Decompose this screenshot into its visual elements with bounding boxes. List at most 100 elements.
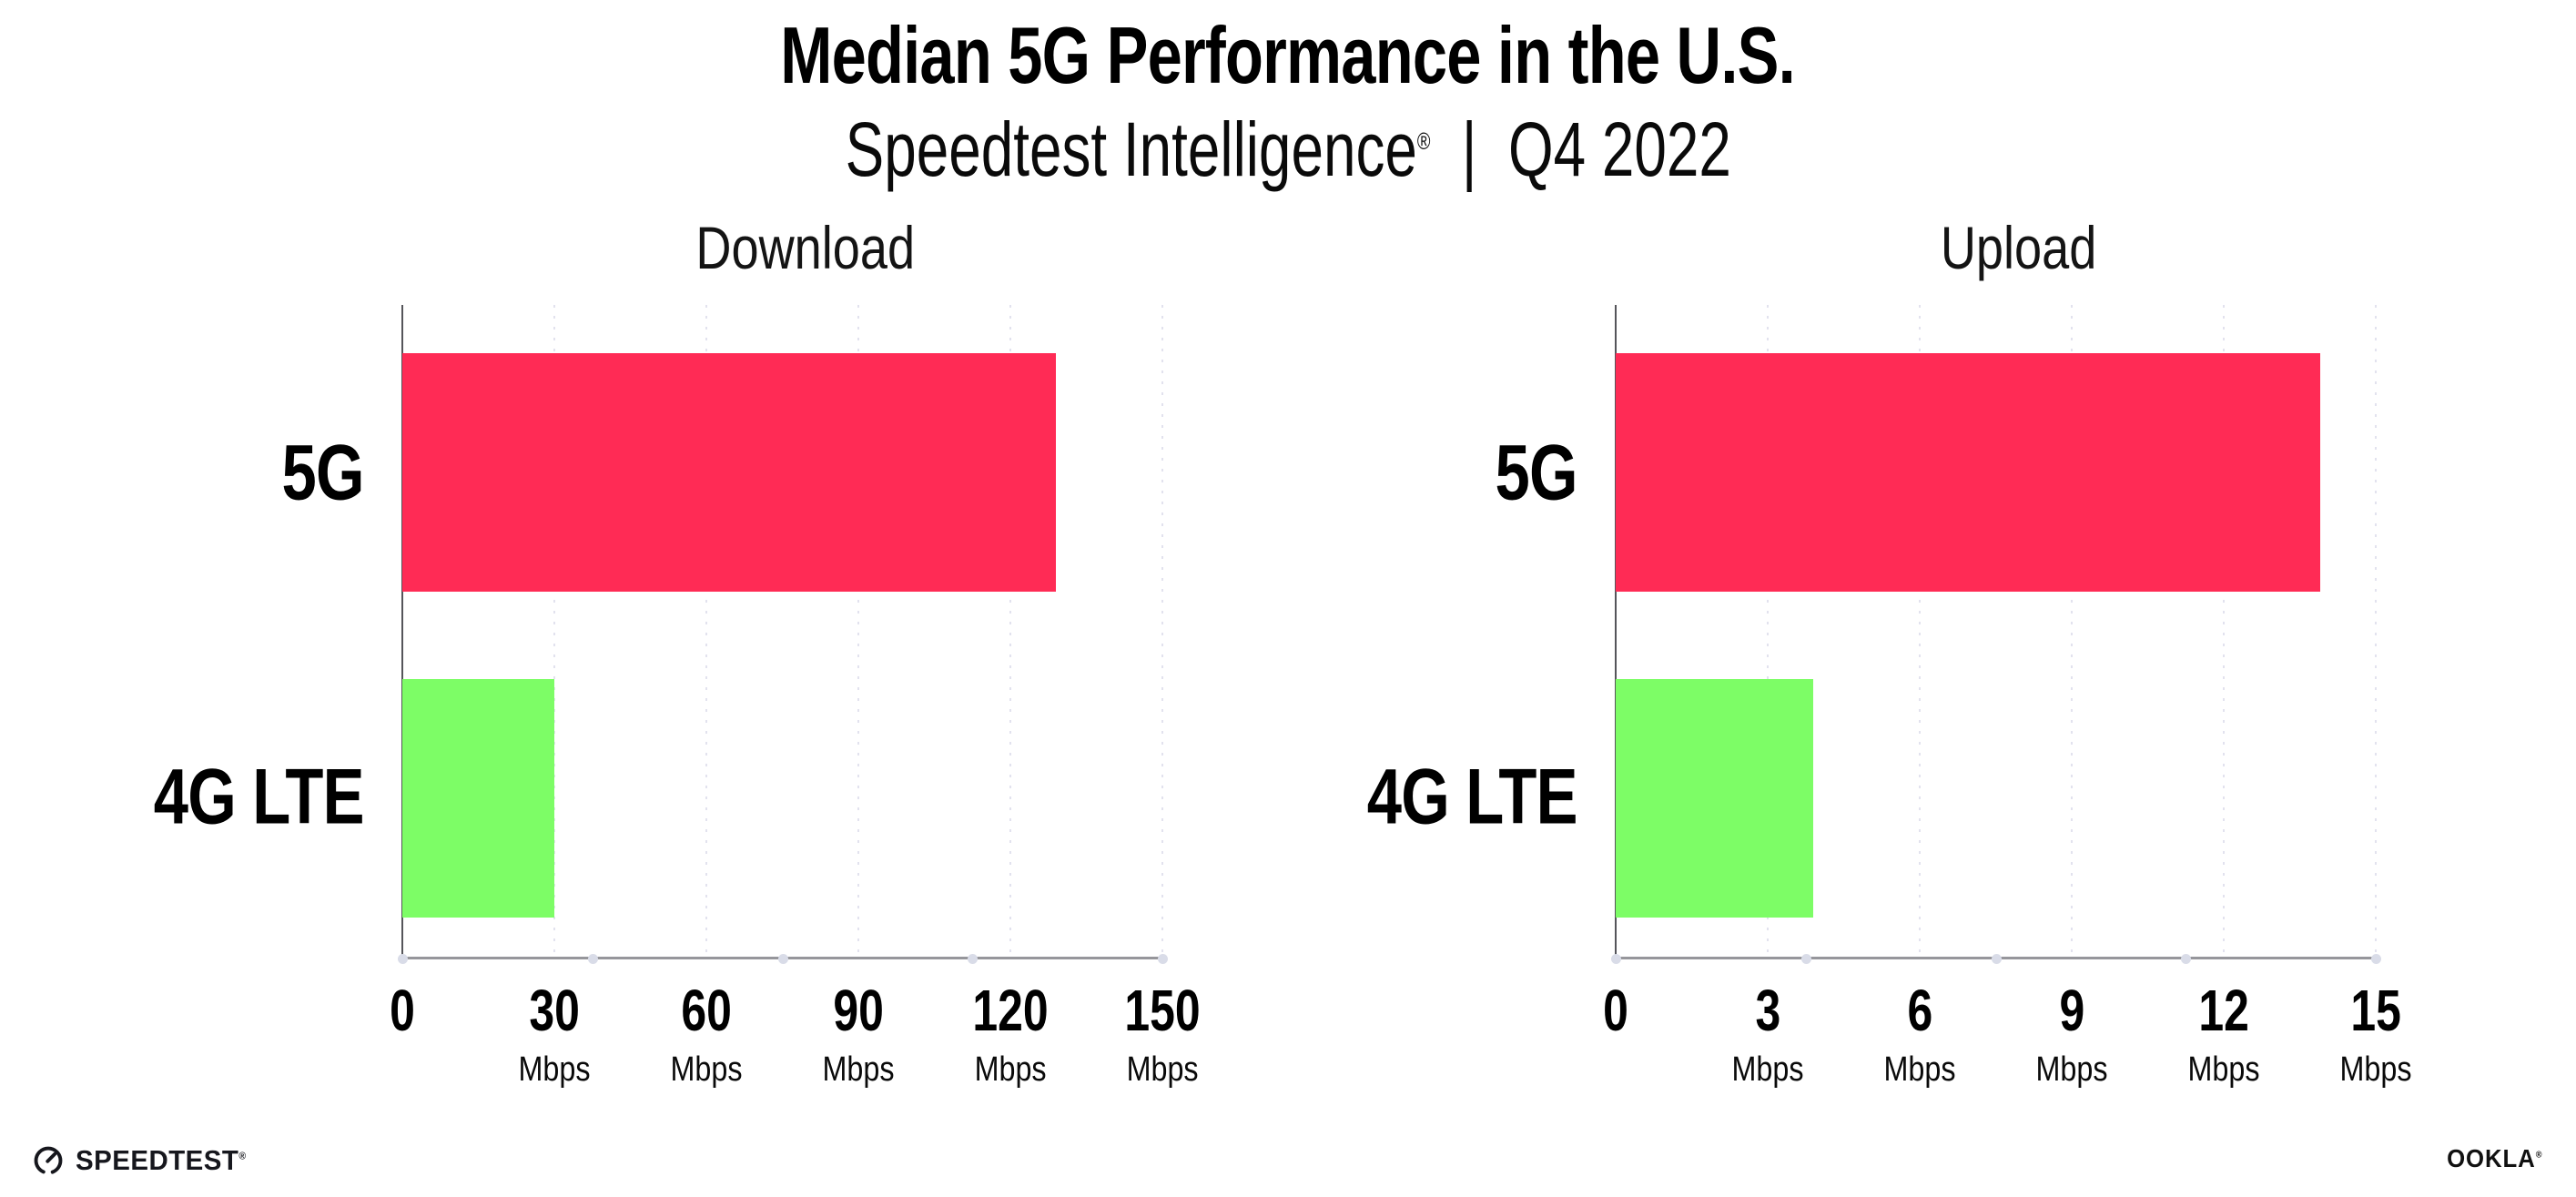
bar-4g-lte-upload	[1616, 678, 1814, 918]
x-tick-0: 0	[386, 981, 419, 1040]
tick-value-text: 9	[2059, 978, 2084, 1043]
tick-value: 0	[386, 981, 419, 1040]
x-axis-tick-dot	[1611, 953, 1621, 964]
gridline-3-mbps	[1767, 305, 1769, 959]
x-axis-tick-dot	[777, 953, 788, 964]
gridline-30-mbps	[553, 305, 555, 959]
tick-unit: Mbps	[816, 1052, 901, 1087]
plot-area-upload: 5G 4G LTE	[1367, 305, 2381, 964]
page-subtitle-text: Speedtest Intelligence® | Q4 2022	[845, 106, 1730, 194]
tick-value-text: 120	[972, 978, 1049, 1043]
category-label-text: 4G LTE	[154, 753, 365, 841]
subtitle-divider: |	[1461, 107, 1477, 192]
x-axis-tick-dot	[1800, 953, 1811, 964]
category-label-4g-lte: 4G LTE	[1314, 753, 1578, 843]
category-label-text: 5G	[1495, 429, 1578, 517]
tick-unit: Mbps	[962, 1052, 1060, 1087]
chart-title-text: Download	[695, 214, 915, 281]
tick-value-text: 12	[2198, 978, 2249, 1043]
tick-value: 30	[512, 981, 597, 1040]
tick-unit: Mbps	[664, 1052, 749, 1087]
speedtest-wordmark-text: SPEEDTEST	[76, 1144, 239, 1176]
category-label-4g-lte: 4G LTE	[101, 753, 365, 843]
speedtest-wordmark: SPEEDTEST®	[76, 1144, 247, 1177]
tick-value-text: 0	[1603, 978, 1628, 1043]
tick-unit-text: Mbps	[2035, 1050, 2108, 1089]
tick-value-text: 3	[1755, 978, 1780, 1043]
y-axis	[401, 305, 403, 959]
upload-chart: Upload 5G 4G LTE 0 3 Mbps 6 Mbps 9 Mbps 12 Mbps 15 Mb…	[1367, 0, 2411, 1197]
x-axis-tick-dot	[398, 953, 408, 964]
x-axis-tick-dot	[587, 953, 598, 964]
gridline-9-mbps	[2071, 305, 2073, 959]
gridline-12-mbps	[2223, 305, 2225, 959]
speedtest-gauge-icon	[34, 1146, 63, 1175]
gridline-15-mbps	[2375, 305, 2377, 959]
x-tick-12: 12 Mbps	[2182, 981, 2267, 1087]
tick-value-text: 30	[529, 978, 580, 1043]
x-axis	[1611, 953, 2381, 964]
ookla-registered-symbol: ®	[2535, 1150, 2541, 1161]
registered-trademark-symbol: ®	[1416, 127, 1431, 155]
tick-unit: Mbps	[2182, 1052, 2267, 1087]
x-tick-60: 60 Mbps	[664, 981, 749, 1087]
tick-value-text: 90	[833, 978, 884, 1043]
gridline-150-mbps	[1161, 305, 1163, 959]
x-axis-tick-dot	[968, 953, 979, 964]
category-label-5g: 5G	[1475, 428, 1578, 518]
page-title: Median 5G Performance in the U.S.	[0, 9, 2576, 102]
plot-area-download: 5G 4G LTE	[154, 305, 1168, 964]
bar-5g-upload	[1616, 353, 2320, 593]
speedtest-registered-symbol: ®	[238, 1151, 247, 1162]
page-title-text: Median 5G Performance in the U.S.	[780, 10, 1797, 100]
tick-unit-text: Mbps	[1883, 1050, 1956, 1089]
tick-unit: Mbps	[1878, 1052, 1962, 1087]
tick-value-text: 6	[1907, 978, 1932, 1043]
category-label-text: 5G	[281, 429, 365, 517]
x-axis-tick-dot	[2181, 953, 2192, 964]
x-tick-90: 90 Mbps	[816, 981, 901, 1087]
x-tick-3: 3 Mbps	[1726, 981, 1810, 1087]
ookla-logo: OOKLA®	[2447, 1144, 2541, 1173]
page-subtitle: Speedtest Intelligence® | Q4 2022	[0, 106, 2576, 194]
tick-value-text: 0	[390, 978, 415, 1043]
tick-unit-text: Mbps	[670, 1050, 743, 1089]
x-axis-tick-dot	[1991, 953, 2002, 964]
tick-unit-text: Mbps	[2339, 1050, 2412, 1089]
tick-unit: Mbps	[512, 1052, 597, 1087]
tick-unit-text: Mbps	[1126, 1050, 1199, 1089]
tick-value-text: 60	[681, 978, 732, 1043]
x-tick-labels-upload: 0 3 Mbps 6 Mbps 9 Mbps 12 Mbps 15 Mbps	[1603, 981, 2411, 1100]
tick-value: 9	[2030, 981, 2115, 1040]
x-axis-tick-dot	[1158, 953, 1168, 964]
gridline-60-mbps	[705, 305, 707, 959]
tick-value: 12	[2182, 981, 2267, 1040]
tick-unit-text: Mbps	[1731, 1050, 1804, 1089]
chart-title-text: Upload	[1940, 214, 2097, 281]
x-tick-labels-download: 0 30 Mbps 60 Mbps 90 Mbps 120 Mbps 150 Mbps	[390, 981, 1201, 1100]
tick-value: 6	[1878, 981, 1962, 1040]
chart-title-upload: Upload	[1638, 213, 2399, 282]
gridline-90-mbps	[857, 305, 859, 959]
x-tick-9: 9 Mbps	[2030, 981, 2115, 1087]
tick-unit: Mbps	[2030, 1052, 2115, 1087]
tick-value-text: 15	[2350, 978, 2401, 1043]
subtitle-period: Q4 2022	[1507, 107, 1731, 192]
x-axis-tick-dot	[2371, 953, 2381, 964]
tick-value: 150	[1114, 981, 1212, 1040]
category-label-text: 4G LTE	[1367, 753, 1578, 841]
tick-value: 120	[962, 981, 1060, 1040]
tick-value: 0	[1599, 981, 1632, 1040]
category-label-5g: 5G	[261, 428, 365, 518]
tick-value: 15	[2334, 981, 2419, 1040]
tick-unit: Mbps	[1726, 1052, 1810, 1087]
download-chart: Download 5G 4G LTE 0 30 Mbps 60 Mbps 90 Mbps 120 Mb…	[154, 0, 1201, 1197]
tick-value-text: 150	[1124, 978, 1201, 1043]
tick-unit: Mbps	[2334, 1052, 2419, 1087]
bar-5g-download	[402, 353, 1057, 593]
tick-unit-text: Mbps	[2187, 1050, 2260, 1089]
chart-title-download: Download	[425, 213, 1185, 282]
bar-4g-lte-download	[402, 678, 554, 918]
x-tick-6: 6 Mbps	[1878, 981, 1962, 1087]
x-axis	[398, 953, 1168, 964]
